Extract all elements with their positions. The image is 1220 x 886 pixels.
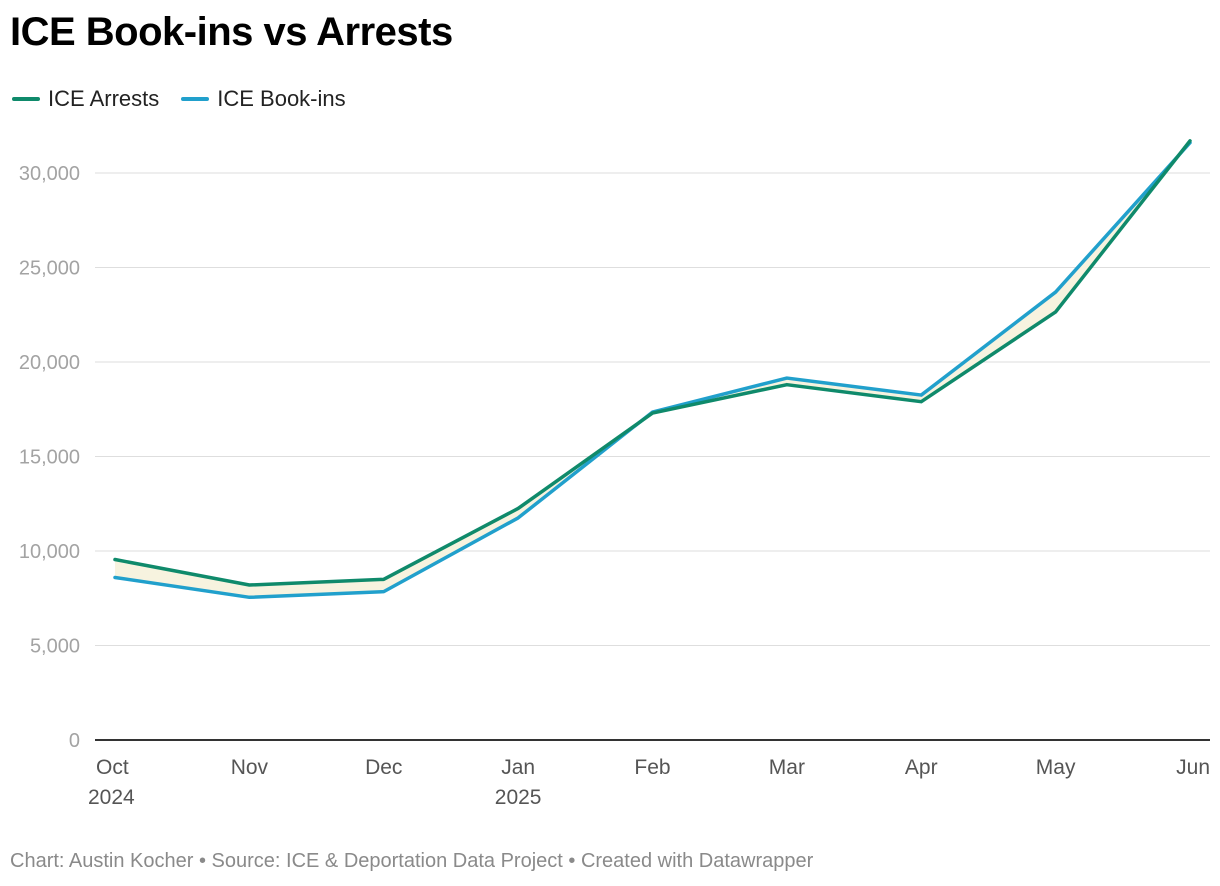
legend-item-arrests: ICE Arrests — [12, 86, 159, 112]
y-tick-label-20000: 20,000 — [19, 352, 80, 374]
x-tick-label-7: May — [1036, 756, 1076, 779]
x-tick-label-6: Apr — [905, 756, 938, 779]
y-tick-label-25000: 25,000 — [19, 258, 80, 280]
legend: ICE Arrests ICE Book-ins — [12, 86, 368, 112]
area-between-series — [115, 140, 1190, 598]
y-tick-label-0: 0 — [69, 730, 80, 752]
x-tick-label-1: Nov — [231, 756, 269, 779]
x-tick-label-4: Feb — [634, 756, 670, 779]
legend-item-bookins: ICE Book-ins — [181, 86, 346, 112]
x-tick-label-0: Oct — [96, 756, 129, 779]
x-tick-label-3-year: 2025 — [495, 786, 542, 809]
x-tick-label-8: Jun — [1176, 756, 1210, 779]
chart-title: ICE Book-ins vs Arrests — [10, 10, 453, 54]
y-tick-label-10000: 10,000 — [19, 541, 80, 563]
legend-label-bookins: ICE Book-ins — [217, 86, 346, 111]
x-tick-label-3: Jan — [501, 756, 535, 779]
x-tick-label-2: Dec — [365, 756, 402, 779]
y-tick-label-5000: 5,000 — [30, 636, 80, 658]
y-tick-label-15000: 15,000 — [19, 447, 80, 469]
legend-label-arrests: ICE Arrests — [48, 86, 160, 111]
series-line-bookins — [113, 141, 1192, 600]
legend-swatch-bookins — [181, 97, 210, 101]
chart-footer: Chart: Austin Kocher • Source: ICE & Dep… — [10, 850, 814, 872]
series-line-arrests — [113, 139, 1192, 587]
x-tick-label-5: Mar — [769, 756, 805, 779]
legend-swatch-arrests — [12, 97, 40, 101]
x-tick-label-0-year: 2024 — [88, 786, 135, 809]
y-tick-label-30000: 30,000 — [19, 163, 80, 185]
